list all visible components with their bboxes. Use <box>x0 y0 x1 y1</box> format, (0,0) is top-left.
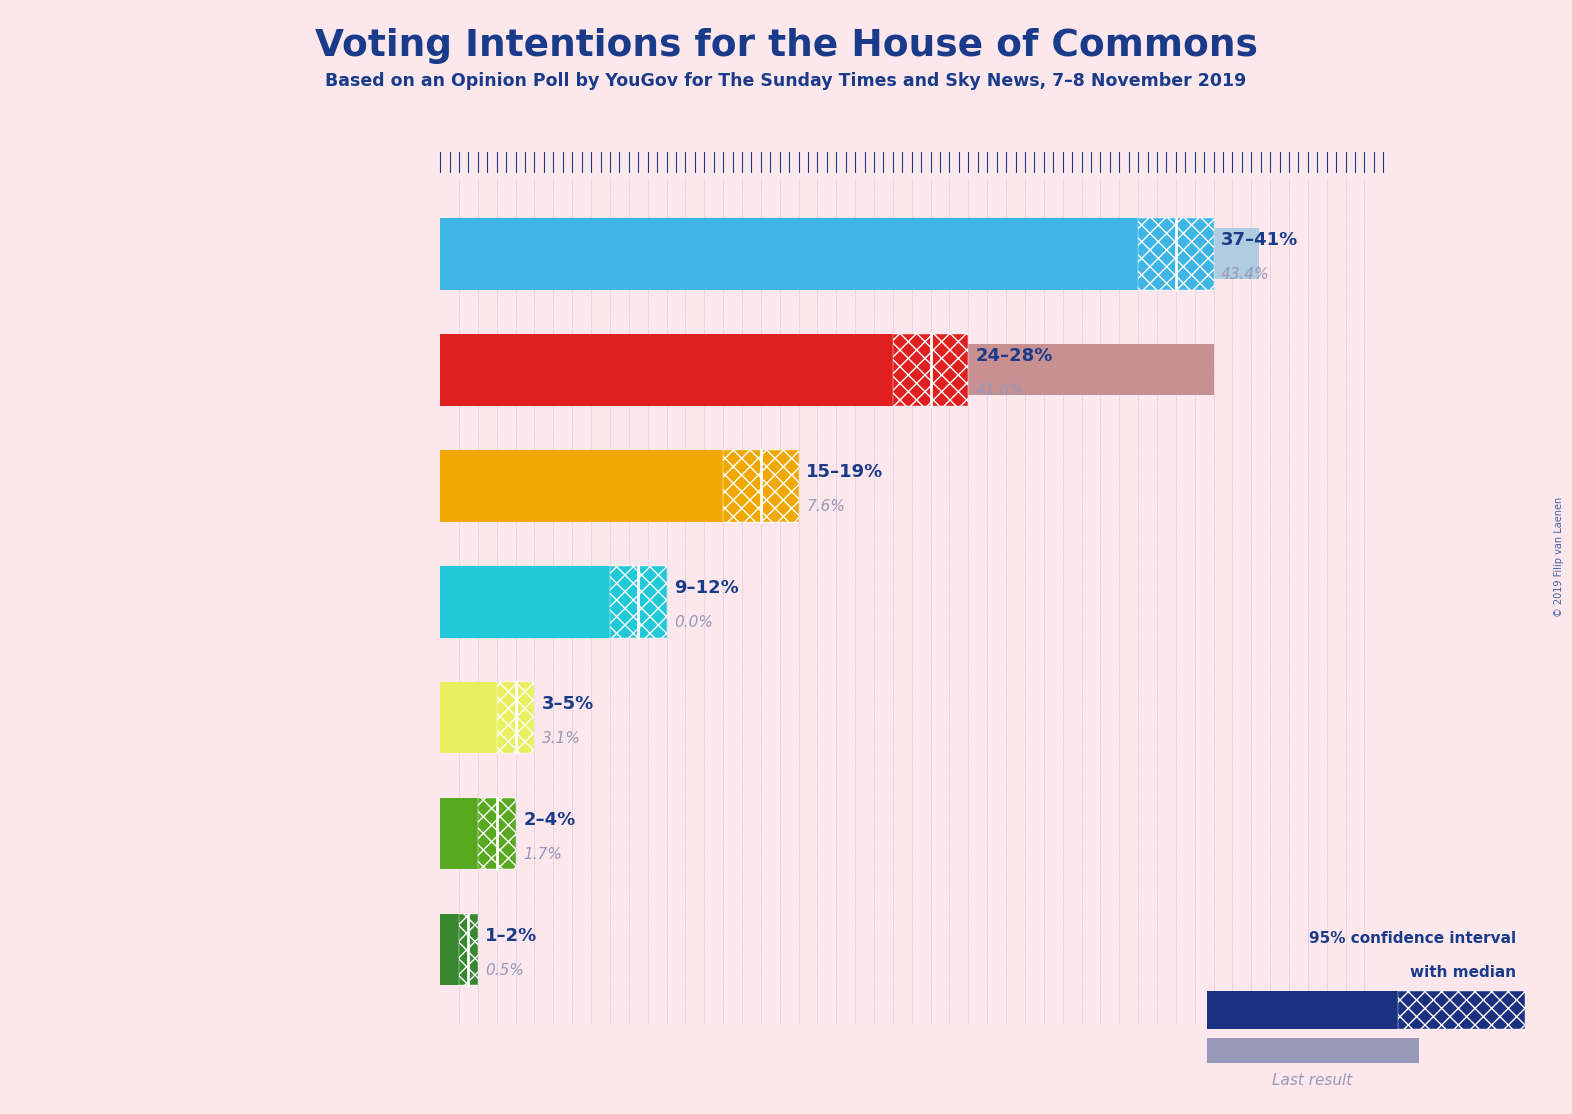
Text: 3–5%: 3–5% <box>542 695 594 713</box>
Bar <box>440 228 1259 278</box>
Bar <box>723 450 799 521</box>
Bar <box>440 913 459 986</box>
Text: Voting Intentions for the House of Commons: Voting Intentions for the House of Commo… <box>314 28 1258 63</box>
Bar <box>440 925 450 975</box>
Bar <box>440 228 1259 278</box>
Bar <box>440 693 498 743</box>
Text: 3.1%: 3.1% <box>542 731 582 746</box>
Bar <box>893 334 968 405</box>
Text: 37–41%: 37–41% <box>1221 231 1298 248</box>
Text: 24–28%: 24–28% <box>976 346 1053 364</box>
Bar <box>440 809 472 859</box>
Bar <box>440 450 723 521</box>
Bar <box>440 344 1214 394</box>
Bar <box>459 913 478 986</box>
Text: 15–19%: 15–19% <box>806 462 883 480</box>
Bar <box>440 460 583 510</box>
Text: 95% confidence interval: 95% confidence interval <box>1309 931 1517 946</box>
Bar <box>1207 1038 1420 1063</box>
Bar <box>610 566 667 637</box>
Text: 1–2%: 1–2% <box>486 927 538 945</box>
Bar <box>440 682 497 753</box>
Bar <box>440 334 893 405</box>
Bar <box>440 693 498 743</box>
Bar <box>440 460 583 510</box>
Text: 43.4%: 43.4% <box>1221 267 1270 282</box>
Bar <box>440 217 1138 290</box>
Text: 9–12%: 9–12% <box>674 578 739 597</box>
Bar <box>497 682 534 753</box>
Bar <box>1138 217 1214 290</box>
Bar <box>1398 991 1525 1029</box>
Bar <box>440 925 450 975</box>
Text: 0.0%: 0.0% <box>674 615 714 629</box>
Bar <box>1138 217 1214 290</box>
Bar <box>1207 991 1398 1029</box>
Text: © 2019 Filip van Laenen: © 2019 Filip van Laenen <box>1555 497 1564 617</box>
Bar <box>610 566 667 637</box>
Bar <box>440 798 478 869</box>
Text: 1.7%: 1.7% <box>523 847 563 862</box>
Bar <box>478 798 516 869</box>
Text: 41.0%: 41.0% <box>976 383 1025 398</box>
Bar <box>440 566 610 637</box>
Text: Based on an Opinion Poll by YouGov for The Sunday Times and Sky News, 7–8 Novemb: Based on an Opinion Poll by YouGov for T… <box>325 72 1247 90</box>
Bar <box>497 682 534 753</box>
Bar <box>478 798 516 869</box>
Bar <box>723 450 799 521</box>
Text: 0.5%: 0.5% <box>486 962 525 978</box>
Text: Last result: Last result <box>1272 1073 1353 1087</box>
Bar <box>440 809 472 859</box>
Text: with median: with median <box>1410 965 1517 980</box>
Bar <box>893 334 968 405</box>
Bar <box>440 344 1214 394</box>
Text: 2–4%: 2–4% <box>523 811 575 829</box>
Bar <box>459 913 478 986</box>
Text: 7.6%: 7.6% <box>806 499 846 514</box>
